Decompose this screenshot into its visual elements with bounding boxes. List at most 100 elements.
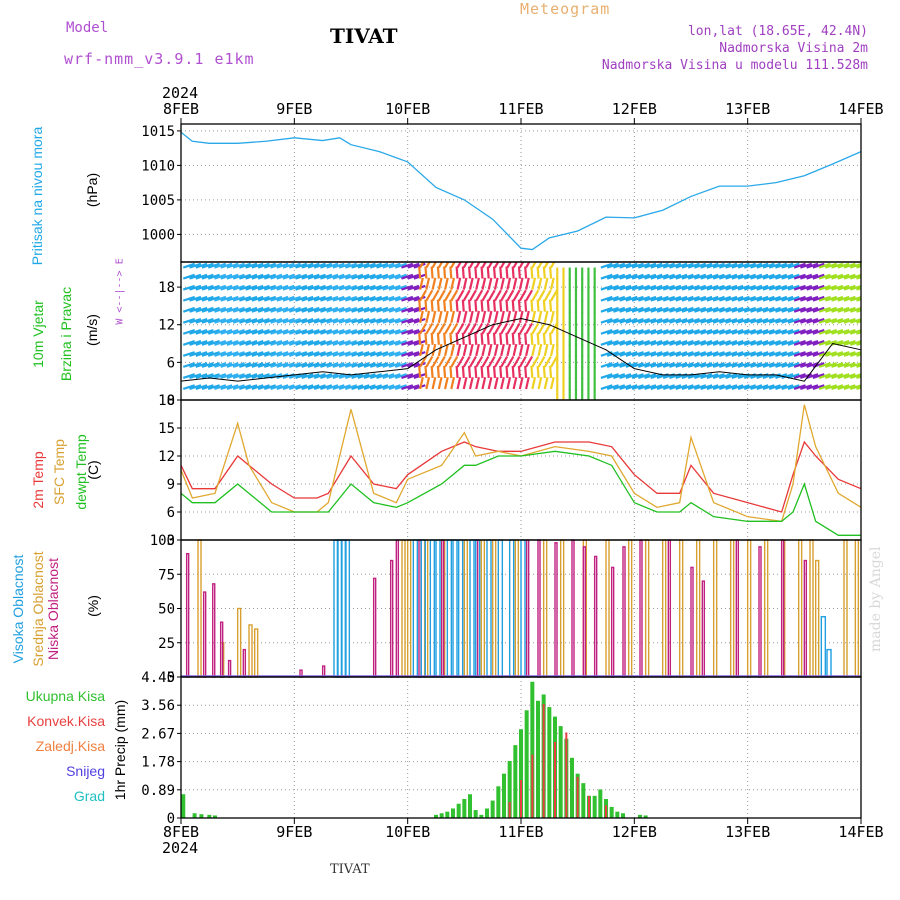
high-cloud-bar	[820, 616, 827, 678]
wind-barb	[436, 266, 440, 279]
wind-barb	[650, 351, 663, 357]
wind-barb	[775, 284, 788, 291]
total-precip-bar	[462, 798, 467, 818]
wind-barb	[369, 351, 383, 357]
y-tick-label: 1010	[141, 158, 175, 174]
wind-barb	[743, 306, 757, 313]
wind-barb	[619, 351, 632, 357]
wind-barb	[856, 286, 861, 291]
wind-barb	[239, 373, 252, 379]
wind-barb	[537, 343, 543, 357]
wind-barb	[531, 343, 537, 357]
wind-barb	[793, 262, 806, 269]
wind-barb	[806, 362, 819, 368]
wind-barb	[542, 266, 546, 279]
wind-barb	[251, 373, 264, 379]
wind-barb	[694, 273, 707, 280]
wind-barb	[480, 266, 484, 279]
wind-barb	[357, 340, 370, 346]
wind-barb	[388, 295, 401, 302]
total-precip-bar	[513, 745, 518, 818]
wind-barb	[282, 284, 295, 291]
wind-barb	[743, 262, 757, 269]
wind-barb	[437, 289, 446, 302]
wind-barb	[644, 340, 657, 346]
wind-barb	[637, 351, 651, 357]
wind-barb	[351, 362, 364, 368]
conv-precip-bar	[531, 754, 534, 818]
total-precip-bar	[496, 786, 501, 818]
wind-barb	[270, 295, 283, 302]
wind-barb	[332, 262, 345, 269]
wind-barb	[824, 362, 838, 368]
low-cloud-bar	[372, 577, 377, 678]
wind-barb	[812, 384, 825, 391]
wind-barb	[787, 373, 800, 379]
wind-barb	[493, 355, 502, 368]
wind-barb	[245, 273, 258, 280]
wind-barb	[450, 289, 459, 302]
wind-barb	[694, 340, 707, 346]
wind-barb	[332, 284, 345, 291]
wind-barb	[401, 373, 414, 379]
wind-barb	[517, 332, 521, 345]
wind-barb	[270, 351, 283, 357]
wind-barb	[762, 317, 775, 324]
wind-barb	[201, 317, 214, 324]
wind-barb	[239, 384, 252, 391]
wind-barb	[201, 262, 214, 269]
wind-barb	[419, 355, 428, 368]
wind-barb	[263, 262, 277, 269]
wind-barb	[712, 340, 725, 346]
wind-barb	[687, 384, 700, 391]
total-precip-bar	[439, 813, 444, 818]
wind-barb	[806, 351, 819, 357]
wind-barb	[401, 262, 414, 269]
wind-barb	[517, 299, 521, 312]
legend-snow: Snijeg	[66, 763, 105, 779]
top-date-label: 10FEB	[385, 100, 430, 118]
wind-barb	[625, 340, 638, 346]
wind-barb	[437, 377, 443, 390]
wind-barb	[762, 362, 775, 368]
wind-barb	[456, 343, 462, 357]
wind-barb	[480, 365, 484, 379]
wind-barb	[531, 322, 540, 335]
wind-barb	[344, 262, 358, 269]
wind-barb	[295, 329, 308, 335]
wind-barb	[606, 384, 619, 391]
wind-barb	[425, 343, 431, 357]
wind-barb	[239, 295, 252, 302]
wind-barb	[251, 317, 264, 324]
wind-barb	[606, 273, 619, 280]
wind-barb	[762, 306, 775, 313]
wind-barb	[245, 329, 258, 335]
model-elevation-info: Nadmorska Visina u modelu 111.528m	[601, 58, 868, 73]
wind-barb	[320, 284, 333, 291]
wind-barb	[843, 351, 856, 357]
wind-barb	[369, 373, 383, 379]
wind-barb	[500, 277, 505, 290]
wind-barb	[637, 295, 651, 302]
wind-barb	[419, 377, 424, 390]
wind-barb	[824, 384, 838, 391]
wind-barb	[474, 365, 478, 379]
wind-barb	[475, 355, 484, 368]
wind-barb	[650, 384, 663, 391]
wind-barb	[424, 365, 428, 379]
wind-barb	[843, 362, 856, 368]
total-precip-bar	[434, 814, 438, 818]
wind-barb	[251, 273, 264, 280]
wind-barb	[543, 355, 552, 368]
wind-barb	[831, 373, 844, 379]
wind-barb	[706, 284, 719, 291]
y-tick-label: 0.89	[141, 783, 175, 799]
wind-barb	[394, 306, 407, 313]
wind-barb	[376, 351, 389, 357]
wind-barb	[818, 384, 831, 391]
wind-barb	[824, 273, 838, 280]
wind-barb	[849, 262, 861, 269]
wind-barb	[182, 262, 196, 269]
wind-barb	[493, 343, 499, 357]
wind-barb	[357, 362, 370, 368]
